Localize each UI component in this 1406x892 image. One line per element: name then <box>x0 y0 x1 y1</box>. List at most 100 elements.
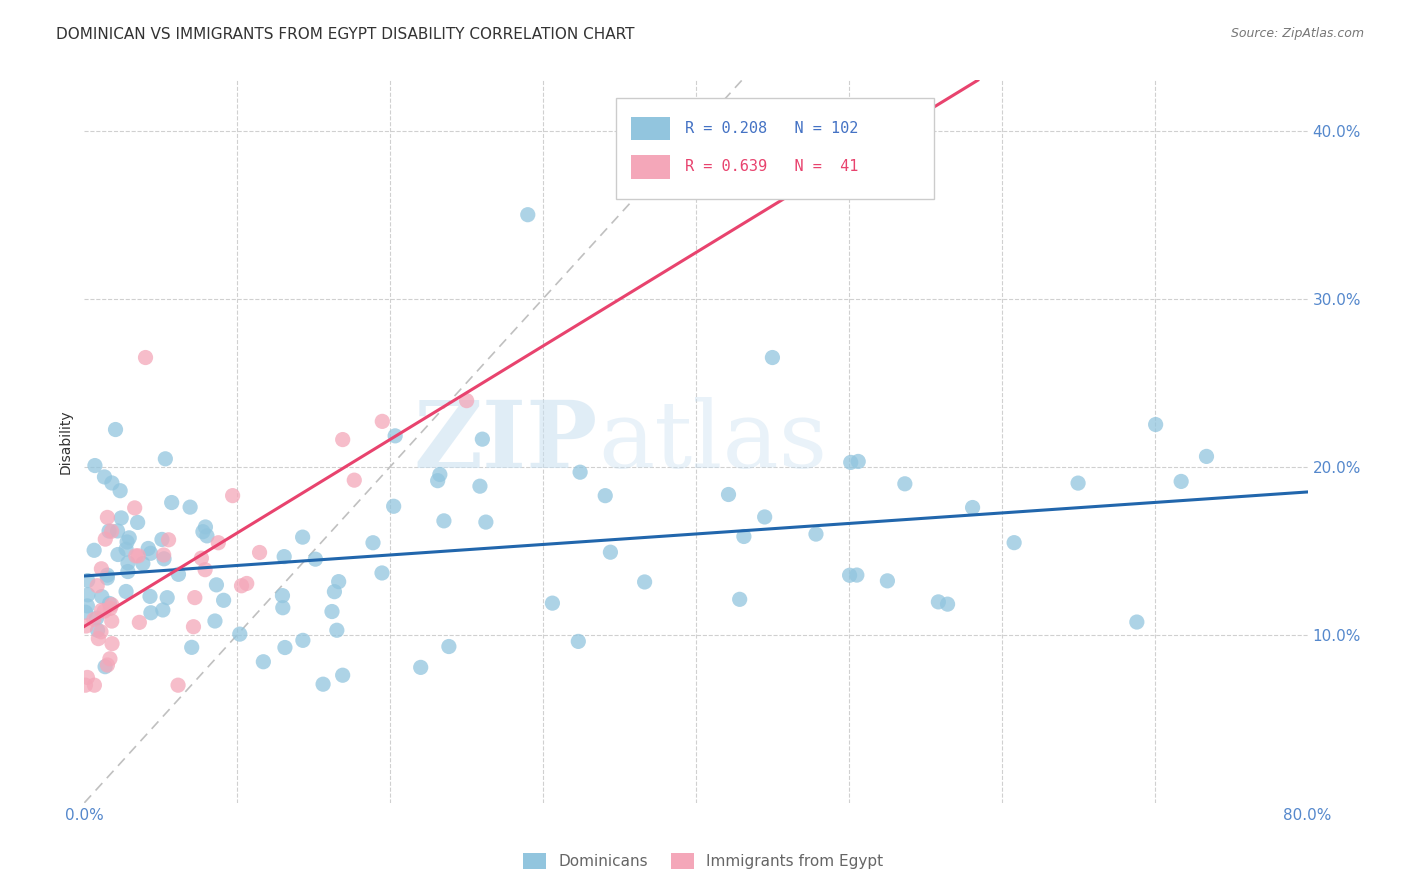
Point <box>291 530 314 544</box>
Point <box>90 603 112 617</box>
Point <box>468 479 491 493</box>
Point <box>117 565 139 579</box>
Point <box>87 632 110 646</box>
Point <box>894 476 917 491</box>
Point <box>90 562 112 576</box>
Point <box>541 596 564 610</box>
Point <box>135 351 157 365</box>
Point <box>86 611 108 625</box>
Point <box>107 524 129 538</box>
Point <box>180 640 202 655</box>
Point <box>426 474 449 488</box>
Point <box>96 658 118 673</box>
Point <box>728 592 751 607</box>
Point <box>75 619 97 633</box>
Point <box>207 535 229 549</box>
Point <box>98 652 121 666</box>
Point <box>101 475 124 490</box>
Point <box>139 606 162 620</box>
Point <box>100 524 122 539</box>
Point <box>124 500 146 515</box>
Point <box>153 551 176 566</box>
Point <box>273 549 295 564</box>
Point <box>96 510 118 524</box>
Point <box>361 535 384 549</box>
Point <box>127 516 149 530</box>
Point <box>75 678 97 692</box>
Point <box>167 678 190 692</box>
Point <box>157 533 180 547</box>
Point <box>194 520 217 534</box>
Point <box>332 433 354 447</box>
Point <box>195 529 218 543</box>
Point <box>115 535 138 549</box>
Point <box>321 605 343 619</box>
Point <box>235 576 257 591</box>
Point <box>846 454 869 468</box>
Point <box>429 467 451 482</box>
Point <box>332 668 354 682</box>
Point <box>167 567 190 582</box>
Bar <box>631 155 671 178</box>
Point <box>108 483 131 498</box>
Point <box>128 615 150 630</box>
Point <box>567 634 589 648</box>
Point <box>1067 476 1090 491</box>
Point <box>962 500 984 515</box>
Point <box>86 624 108 638</box>
Point <box>328 574 350 589</box>
Point <box>205 578 228 592</box>
Point <box>382 500 405 514</box>
Text: R = 0.639   N =  41: R = 0.639 N = 41 <box>685 160 858 175</box>
Point <box>90 624 112 639</box>
Text: R = 0.208   N = 102: R = 0.208 N = 102 <box>685 121 858 136</box>
Point <box>1195 450 1218 464</box>
Point <box>516 208 538 222</box>
Text: Source: ZipAtlas.com: Source: ZipAtlas.com <box>1230 27 1364 40</box>
Point <box>1144 417 1167 432</box>
Point <box>409 660 432 674</box>
Point <box>96 571 118 585</box>
Text: ZIP: ZIP <box>413 397 598 486</box>
Point <box>194 563 217 577</box>
Text: atlas: atlas <box>598 397 827 486</box>
Point <box>804 527 827 541</box>
Point <box>184 591 207 605</box>
Point <box>204 614 226 628</box>
Point <box>76 588 98 602</box>
Point <box>733 529 755 543</box>
Point <box>100 614 122 628</box>
Point <box>90 590 112 604</box>
Point <box>761 351 783 365</box>
Point <box>229 627 252 641</box>
Point <box>115 584 138 599</box>
Point <box>98 524 121 538</box>
Point <box>249 545 271 559</box>
Point <box>475 515 498 529</box>
Point <box>371 414 394 428</box>
Point <box>471 432 494 446</box>
Point <box>118 531 141 545</box>
Point <box>433 514 456 528</box>
Point <box>304 552 326 566</box>
Point <box>139 546 162 560</box>
Y-axis label: Disability: Disability <box>59 409 73 474</box>
Point <box>274 640 297 655</box>
Point <box>96 568 118 582</box>
Point <box>117 556 139 570</box>
Point <box>384 429 406 443</box>
Point <box>156 591 179 605</box>
Point <box>125 549 148 563</box>
Point <box>838 568 860 582</box>
Point <box>104 423 127 437</box>
Point <box>83 543 105 558</box>
Point <box>927 595 949 609</box>
Point <box>633 574 655 589</box>
Point <box>845 568 868 582</box>
Point <box>132 557 155 571</box>
Point <box>231 579 253 593</box>
Point <box>101 637 124 651</box>
Point <box>152 548 174 562</box>
Point <box>150 533 173 547</box>
Point <box>221 489 243 503</box>
